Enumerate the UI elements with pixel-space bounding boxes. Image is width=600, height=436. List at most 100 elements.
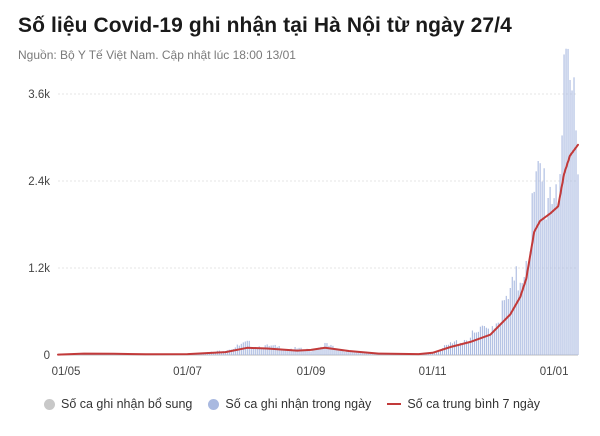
daily-bar [290, 348, 292, 355]
daily-bar [344, 351, 346, 355]
gridlines [58, 93, 578, 356]
daily-bar [445, 344, 448, 355]
daily-bar [340, 350, 342, 355]
daily-bar [288, 349, 290, 355]
daily-bar [533, 191, 535, 355]
daily-bar [320, 346, 322, 355]
daily-bar [553, 198, 555, 355]
daily-bar [485, 327, 487, 355]
daily-bar [469, 337, 471, 355]
axes: 0 1.2k 2.4k 3.6k 01/05 01/07 01/09 01/11 01/01 [28, 89, 568, 378]
daily-bar [302, 349, 304, 355]
legend-item-average[interactable]: Số ca trung bình 7 ngày [387, 397, 540, 411]
daily-bar [328, 345, 330, 355]
daily-bar [575, 130, 577, 355]
daily-bar [443, 345, 446, 355]
chart-title: Số liệu Covid-19 ghi nhận tại Hà Nội từ … [18, 14, 512, 37]
daily-bar [318, 347, 320, 355]
daily-bar [505, 295, 507, 355]
daily-bar [541, 181, 543, 355]
daily-bar [234, 347, 236, 355]
daily-bar [525, 260, 527, 355]
legend-label-average: Số ca trung bình 7 ngày [407, 397, 541, 411]
x-tick-label: 01/09 [297, 366, 326, 378]
daily-bar [523, 277, 525, 355]
daily-bar [368, 352, 370, 355]
daily-bar [232, 348, 234, 355]
daily-bar [449, 342, 452, 355]
daily-bar [366, 352, 368, 355]
daily-bar [354, 351, 356, 355]
daily-bar [434, 352, 436, 355]
daily-bar [280, 349, 282, 355]
daily-bar [455, 340, 458, 355]
daily-bar [545, 219, 547, 355]
daily-bar [220, 351, 222, 355]
daily-bar [527, 265, 529, 355]
y-tick-label: 0 [44, 350, 50, 362]
x-tick-label: 01/11 [419, 366, 447, 378]
x-tick-label: 01/01 [540, 366, 569, 378]
daily-bar [356, 351, 358, 355]
daily-bar [565, 48, 567, 356]
daily-bar [577, 174, 579, 355]
daily-bar [543, 168, 545, 355]
daily-bar [549, 186, 551, 355]
daily-bar [439, 350, 442, 355]
daily-bar [531, 193, 533, 355]
daily-bar [483, 326, 485, 355]
daily-bar [322, 348, 324, 355]
x-tick-label: 01/07 [173, 366, 202, 378]
daily-bar [573, 77, 575, 355]
daily-bar [567, 48, 569, 355]
daily-bar [262, 348, 264, 355]
covid-chart: 0 1.2k 2.4k 3.6k 01/05 01/07 01/09 01/11 01/01 [28, 48, 579, 378]
legend-dot-supplementary [44, 398, 55, 410]
daily-bar [432, 353, 434, 355]
daily-bar [332, 345, 334, 355]
daily-bar [499, 322, 501, 355]
daily-bar [467, 341, 469, 355]
daily-bar [465, 340, 467, 355]
daily-bar [266, 344, 268, 355]
daily-bar [563, 54, 565, 356]
daily-bar [475, 332, 477, 355]
daily-bar [481, 325, 483, 355]
daily-bar [338, 350, 340, 355]
daily-bar [268, 345, 270, 355]
daily-bar [441, 348, 444, 355]
daily-bar [515, 266, 517, 355]
legend-label-supplementary: Số ca ghi nhận bổ sung [61, 397, 193, 411]
legend-label-daily: Số ca ghi nhận trong ngày [225, 397, 372, 411]
daily-bar [348, 351, 350, 355]
daily-bar [511, 276, 513, 355]
daily-bar [559, 174, 561, 355]
daily-bar [521, 283, 523, 355]
daily-bar [260, 348, 262, 355]
daily-bar [278, 345, 280, 355]
daily-bar [252, 347, 254, 355]
daily-bar [364, 352, 366, 355]
daily-bar [495, 323, 497, 355]
daily-bar [314, 350, 316, 355]
legend-dot-daily [208, 398, 220, 410]
daily-bar [557, 205, 559, 355]
seven-day-average-line [57, 143, 579, 356]
daily-bar [282, 349, 284, 355]
legend-item-supplementary[interactable]: Số ca ghi nhận bổ sung [44, 397, 192, 411]
daily-bar [430, 353, 432, 355]
daily-bar [551, 204, 553, 355]
daily-bar [296, 348, 298, 355]
daily-bar [352, 352, 354, 355]
daily-bar [276, 346, 278, 355]
daily-bar [517, 290, 519, 355]
daily-bar [473, 332, 475, 355]
daily-bar [312, 349, 314, 355]
daily-bar [316, 349, 318, 355]
daily-bar [308, 349, 310, 355]
daily-bar [250, 347, 252, 355]
daily-bar [342, 350, 344, 355]
average-line [57, 143, 579, 356]
daily-bar [447, 344, 450, 355]
legend-item-daily[interactable]: Số ca ghi nhận trong ngày [208, 397, 371, 411]
